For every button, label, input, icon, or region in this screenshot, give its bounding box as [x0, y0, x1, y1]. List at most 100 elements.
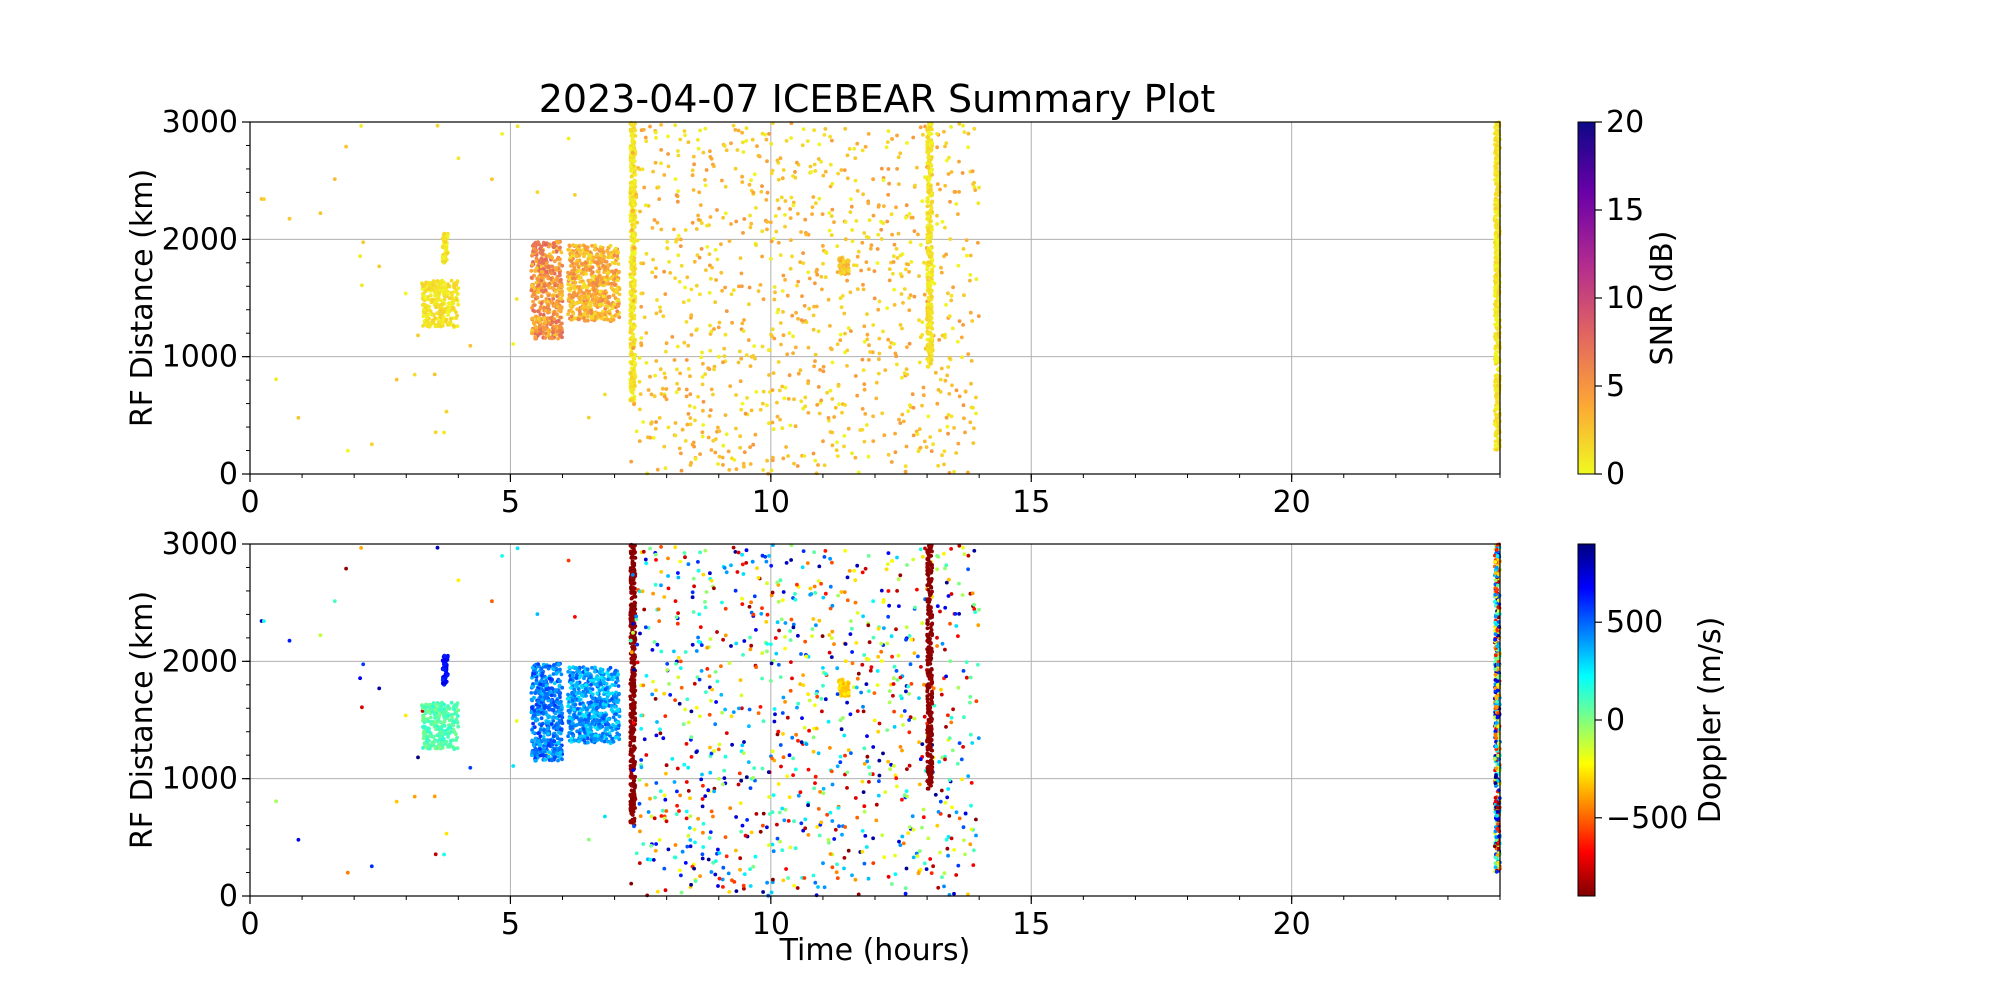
scatter-point [885, 219, 890, 224]
scatter-point [435, 545, 440, 550]
scatter-point [662, 269, 666, 274]
scatter-point [608, 243, 613, 248]
scatter-point [935, 182, 940, 187]
scatter-point [712, 364, 717, 369]
scatter-point [455, 313, 459, 318]
scatter-point [926, 356, 931, 361]
scatter-point [653, 373, 657, 378]
scatter-point [928, 122, 933, 127]
scatter-point [544, 269, 549, 274]
scatter-point [838, 332, 843, 337]
scatter-point [438, 298, 443, 303]
scatter-point [707, 414, 712, 418]
scatter-point [737, 349, 742, 354]
scatter-point [759, 189, 764, 194]
scatter-point [784, 445, 788, 449]
scatter-point [846, 426, 851, 431]
scatter-point [546, 754, 551, 759]
scatter-point [947, 392, 952, 396]
scatter-point [821, 439, 825, 444]
scatter-point [547, 321, 551, 325]
scatter-point [586, 716, 591, 721]
scatter-point [930, 310, 934, 315]
scatter-point [801, 127, 806, 131]
scatter-point [547, 676, 552, 681]
scatter-point [538, 306, 543, 310]
scatter-point [898, 272, 903, 276]
scatter-point [783, 224, 787, 229]
scatter-point [654, 420, 658, 424]
scatter-point [825, 390, 829, 395]
scatter-point [654, 136, 658, 140]
scatter-point [446, 732, 450, 737]
scatter-point [514, 719, 519, 723]
scatter-point [657, 197, 662, 202]
scatter-point [843, 237, 848, 242]
scatter-point [700, 382, 705, 387]
scatter-point [894, 205, 898, 210]
scatter-point [861, 282, 865, 287]
scatter-point [675, 199, 680, 204]
scatter-point [877, 357, 881, 362]
scatter-point [554, 722, 559, 727]
scatter-point [916, 449, 921, 454]
scatter-point [430, 720, 434, 725]
scatter-point [738, 445, 742, 450]
scatter-point [441, 315, 446, 320]
scatter-point [976, 201, 981, 206]
scatter-point [598, 302, 602, 307]
scatter-point [786, 454, 790, 458]
scatter-point [662, 394, 667, 399]
scatter-point [729, 222, 733, 226]
scatter-point [1494, 314, 1498, 319]
scatter-point [925, 275, 930, 279]
scatter-point [929, 302, 934, 307]
y-tick-label: 3000 [162, 105, 238, 140]
scatter-point [711, 392, 715, 397]
scatter-point [1495, 261, 1500, 265]
scatter-point [591, 678, 596, 683]
scatter-point [927, 230, 931, 234]
scatter-point [454, 732, 458, 737]
scatter-point [912, 294, 917, 299]
scatter-point [816, 463, 820, 467]
scatter-point [437, 290, 442, 295]
scatter-point [877, 299, 882, 304]
scatter-point [423, 744, 428, 749]
scatter-point [439, 742, 443, 746]
scatter-point [708, 215, 713, 219]
scatter-point [588, 267, 593, 272]
scatter-point [930, 143, 935, 148]
scatter-point [700, 430, 705, 435]
scatter-point [821, 244, 825, 248]
scatter-point [632, 245, 636, 250]
scatter-point [589, 308, 593, 313]
scatter-point [686, 367, 691, 371]
scatter-point [741, 461, 746, 466]
scatter-point [957, 159, 961, 164]
scatter-point [632, 259, 637, 263]
scatter-point [629, 311, 633, 316]
scatter-point [861, 192, 865, 197]
scatter-point [530, 283, 534, 288]
scatter-point [544, 676, 549, 680]
scatter-point [882, 204, 886, 209]
scatter-point [792, 397, 796, 402]
scatter-point [551, 286, 556, 290]
scatter-point [573, 702, 578, 707]
scatter-point [446, 310, 450, 315]
scatter-point [775, 400, 779, 405]
scatter-point [369, 864, 374, 869]
scatter-point [443, 247, 448, 252]
scatter-point [724, 432, 729, 437]
scatter-point [898, 421, 903, 425]
scatter-point [551, 296, 556, 301]
scatter-point [536, 662, 540, 666]
scatter-point [630, 375, 634, 380]
scatter-point [579, 300, 583, 305]
scatter-point [1493, 138, 1498, 142]
scatter-point [940, 219, 945, 224]
scatter-point [881, 178, 886, 183]
scatter-point [613, 668, 618, 673]
scatter-point [974, 395, 978, 400]
